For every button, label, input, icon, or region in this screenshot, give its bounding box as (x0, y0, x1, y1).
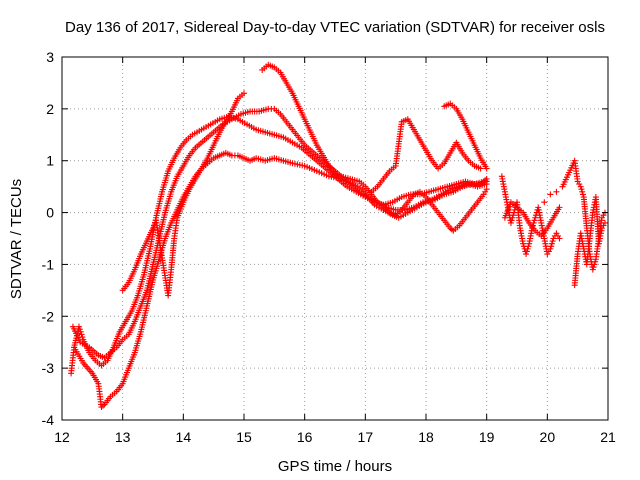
data-point (577, 183, 584, 190)
data-point (78, 331, 85, 338)
data-point (532, 214, 539, 221)
data-point (541, 199, 548, 206)
data-point (477, 165, 484, 172)
data-point (509, 214, 516, 221)
x-axis-label: GPS time / hours (278, 458, 392, 475)
data-point (578, 186, 585, 193)
data-point (590, 264, 597, 271)
x-tick-label: 15 (236, 429, 252, 445)
data-point (483, 186, 490, 193)
data-point (589, 266, 596, 273)
data-point (592, 258, 599, 265)
data-point (510, 212, 517, 219)
y-axis-label: SDTVAR / TECUs (8, 179, 25, 299)
x-tick-label: 19 (479, 429, 495, 445)
series-2 (69, 105, 490, 361)
x-tick-label: 17 (358, 429, 374, 445)
x-tick-label: 20 (540, 429, 556, 445)
data-point (553, 188, 560, 195)
data-point (531, 217, 538, 224)
data-point (556, 235, 563, 242)
data-point (579, 188, 586, 195)
y-tick-label: 2 (46, 101, 54, 117)
data-point (483, 178, 490, 185)
y-tick-label: 0 (46, 205, 54, 221)
data-point (549, 238, 556, 245)
plot-frame (61, 56, 609, 421)
data-point (556, 204, 563, 211)
y-axis-ticks: -4 -3 -2 -1 0 1 2 3 (42, 49, 608, 428)
y-tick-label: 1 (46, 153, 54, 169)
data-point (241, 90, 247, 97)
series-5 (498, 157, 608, 289)
data-point (79, 334, 86, 341)
data-point (547, 245, 554, 252)
x-axis-ticks: 12 13 14 15 16 17 18 19 20 21 (54, 57, 616, 445)
y-tick-label: -3 (42, 360, 55, 376)
data-point (548, 240, 555, 247)
data-point (77, 328, 84, 335)
x-tick-label: 14 (176, 429, 192, 445)
data-point (535, 206, 542, 213)
data-point (579, 191, 586, 198)
data-point (548, 243, 555, 250)
chart-title: Day 136 of 2017, Sidereal Day-to-day VTE… (65, 19, 605, 36)
x-tick-label: 16 (297, 429, 313, 445)
data-point (76, 326, 83, 333)
data-point (520, 240, 527, 247)
data-point (507, 219, 514, 226)
data-point (524, 245, 531, 252)
y-tick-label: -1 (42, 256, 55, 272)
x-tick-label: 12 (54, 429, 70, 445)
y-tick-label: 3 (46, 49, 54, 65)
data-point (523, 251, 530, 258)
data-point (525, 243, 532, 250)
grid-lines (62, 57, 608, 420)
data-point (483, 165, 490, 172)
data-points (68, 61, 608, 411)
data-point (591, 261, 598, 268)
data-point (75, 323, 82, 330)
y-tick-label: -4 (42, 412, 55, 428)
x-tick-label: 18 (418, 429, 434, 445)
data-point (508, 217, 515, 224)
x-tick-label: 21 (600, 429, 616, 445)
data-point (523, 248, 530, 255)
data-point (547, 191, 554, 198)
data-point (601, 219, 608, 226)
series-4 (119, 61, 490, 299)
x-tick-label: 13 (115, 429, 131, 445)
series-3 (71, 149, 490, 411)
y-tick-label: -2 (42, 308, 55, 324)
